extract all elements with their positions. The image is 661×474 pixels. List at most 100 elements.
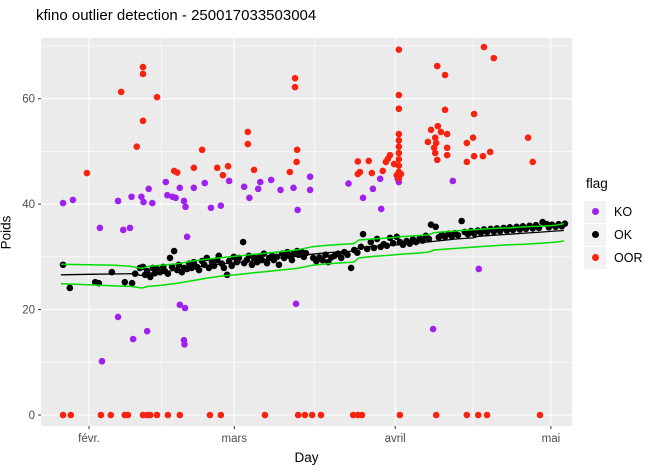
data-point-oor	[213, 164, 221, 172]
data-point-oor	[139, 117, 147, 125]
data-point-oor	[433, 156, 441, 164]
data-point-oor	[244, 140, 252, 148]
data-point-oor	[396, 411, 404, 419]
data-point-ko	[376, 175, 384, 183]
legend-item-oor: OOR	[584, 246, 642, 269]
data-point-oor	[480, 43, 488, 51]
data-point-oor	[244, 128, 252, 136]
data-point-oor	[443, 144, 451, 152]
data-point-ok	[239, 238, 247, 246]
data-point-ko	[277, 186, 284, 194]
data-point-oor	[490, 54, 498, 62]
data-point-oor	[395, 162, 403, 169]
legend-key-box	[584, 246, 606, 269]
legend-label-ok: OK	[614, 227, 633, 242]
data-point-oor	[301, 411, 309, 419]
y-tick-label: 60	[22, 94, 35, 106]
oor-dot-icon	[591, 254, 599, 261]
data-point-ko	[292, 300, 300, 308]
x-tick-label: mars	[222, 433, 248, 445]
data-point-oor	[139, 70, 147, 78]
data-point-oor	[146, 411, 154, 419]
data-point-oor	[107, 411, 115, 419]
data-point-oor	[430, 144, 438, 152]
data-point-oor	[59, 411, 67, 419]
data-point-ko	[256, 178, 264, 186]
data-point-ok	[128, 279, 136, 287]
data-point-oor	[395, 105, 403, 113]
data-point-ko	[180, 197, 188, 205]
x-tick-label: févr.	[78, 433, 100, 445]
x-tick-label: avril	[385, 433, 406, 445]
data-point-oor	[133, 143, 141, 150]
data-point-oor	[395, 46, 403, 53]
data-point-ko	[172, 194, 179, 202]
data-point-oor	[424, 138, 432, 146]
ok-dot-icon	[591, 231, 599, 238]
data-point-ok	[170, 247, 178, 255]
data-point-oor	[224, 162, 232, 170]
data-point-oor	[117, 88, 125, 96]
data-point-oor	[395, 137, 403, 144]
data-point-ko	[207, 204, 215, 212]
data-point-oor	[386, 151, 394, 159]
data-point-ok	[166, 254, 174, 262]
lower-bound-line	[60, 240, 565, 289]
data-point-ko	[183, 233, 191, 241]
data-point-oor	[441, 106, 449, 114]
data-point-oor	[470, 110, 478, 118]
data-point-ko	[306, 186, 314, 194]
data-point-ok	[354, 249, 361, 256]
data-point-oor	[291, 74, 299, 82]
data-point-oor	[463, 411, 471, 419]
prediction-line	[60, 229, 564, 277]
data-point-oor	[354, 158, 362, 165]
data-point-ko	[69, 196, 77, 204]
data-point-ok	[263, 259, 271, 267]
data-point-ko	[345, 180, 352, 187]
data-point-ko	[246, 194, 253, 202]
legend-item-ko: KO	[584, 200, 642, 223]
data-point-oor	[368, 169, 376, 177]
data-point-oor	[286, 168, 294, 176]
data-point-oor	[395, 149, 403, 157]
x-axis-title: Day	[294, 450, 319, 465]
data-point-oor	[164, 411, 172, 419]
data-point-oor	[443, 151, 451, 159]
data-point-oor	[379, 167, 387, 175]
data-point-oor	[395, 156, 403, 163]
data-point-ok	[458, 217, 465, 225]
y-tick-label: 0	[29, 410, 35, 422]
legend-label-oor: OOR	[614, 250, 643, 265]
data-point-oor	[431, 149, 439, 157]
data-point-oor	[529, 158, 537, 166]
data-point-oor	[206, 411, 214, 419]
data-point-ko	[449, 177, 457, 185]
data-point-oor	[358, 411, 366, 419]
legend-key-box	[584, 200, 606, 223]
data-point-ok	[454, 231, 462, 239]
data-point-oor	[153, 411, 161, 419]
data-point-ok	[288, 256, 296, 264]
data-point-ko	[128, 193, 135, 201]
data-point-oor	[291, 83, 299, 91]
data-point-ko	[201, 179, 209, 187]
data-point-ok	[432, 223, 439, 231]
legend-key-box	[584, 223, 606, 246]
legend-title: flag	[586, 176, 608, 191]
data-point-oor	[173, 169, 181, 176]
data-point-ko	[359, 194, 367, 202]
data-point-ko	[240, 183, 248, 191]
data-point-oor	[317, 411, 325, 419]
data-point-ok	[195, 266, 203, 274]
data-point-ko	[145, 185, 152, 193]
data-point-oor	[176, 411, 184, 419]
data-point-oor	[483, 411, 491, 419]
data-point-oor	[469, 134, 477, 142]
data-point-oor	[441, 71, 449, 79]
data-point-oor	[486, 148, 494, 156]
data-point-ok	[228, 262, 236, 270]
data-point-ok	[210, 262, 218, 270]
